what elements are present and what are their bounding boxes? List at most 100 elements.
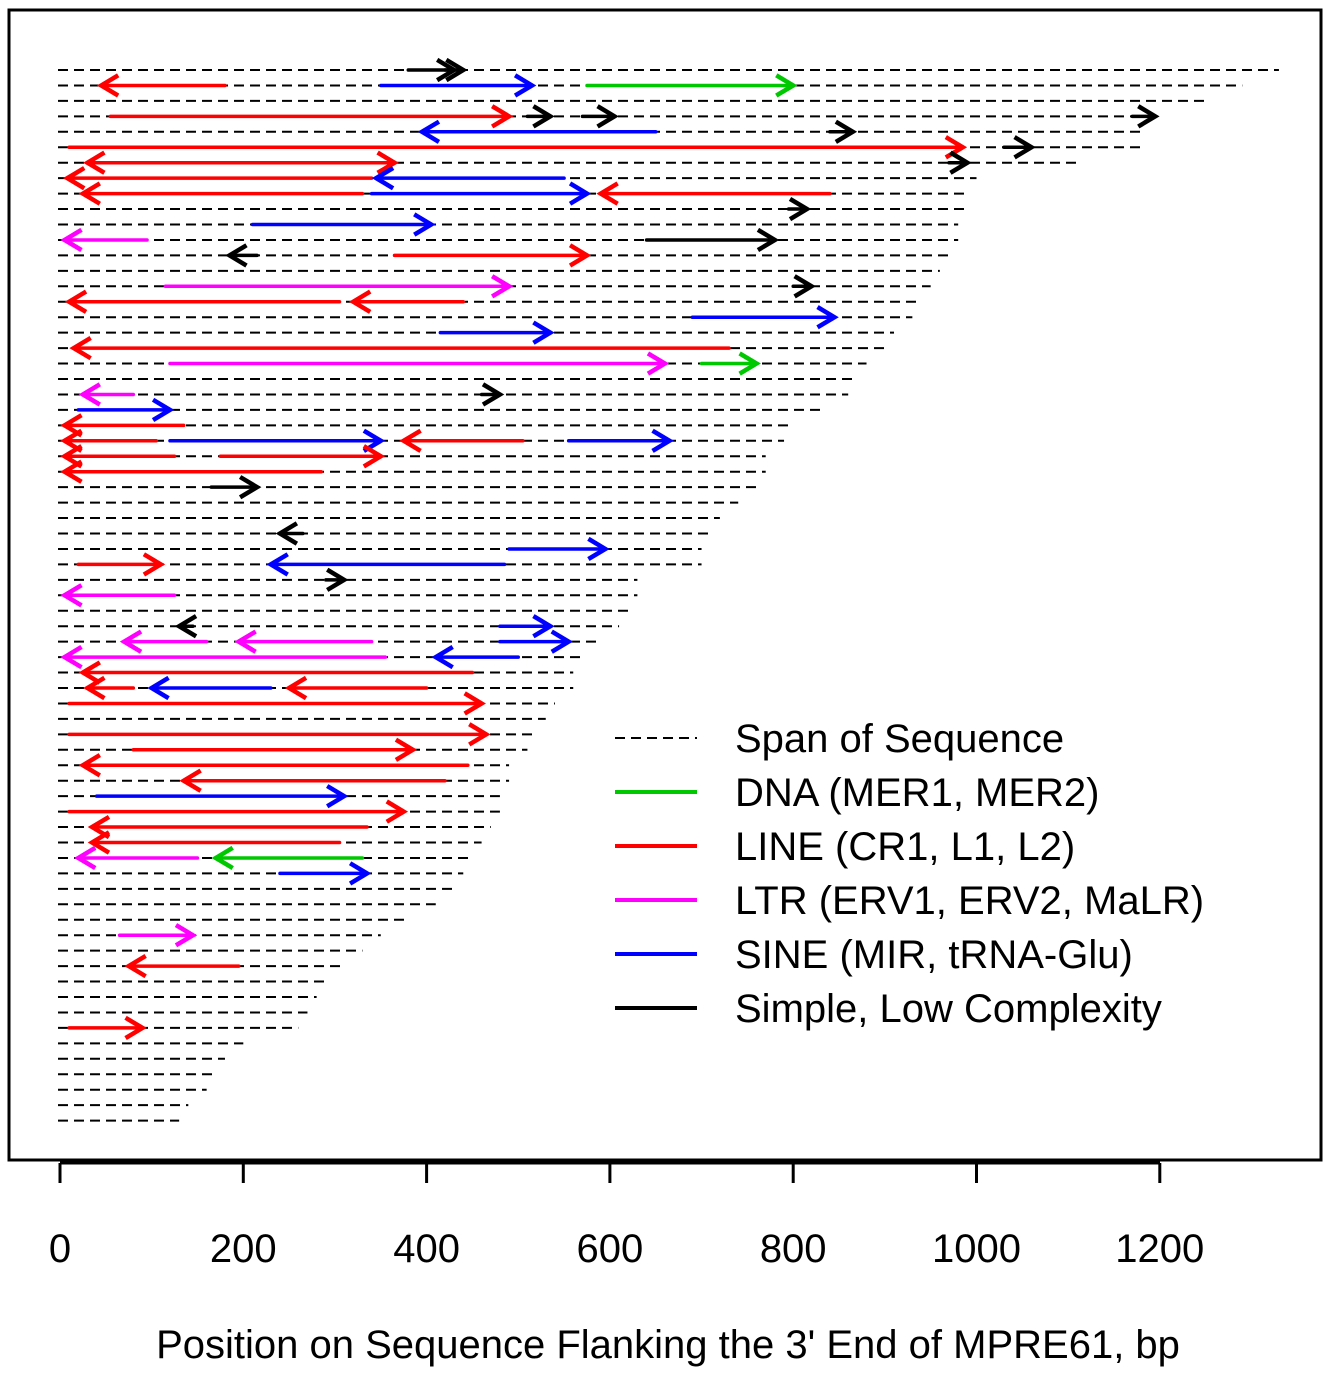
element-line-arrow (131, 737, 418, 762)
legend-label: SINE (MIR, tRNA-Glu) (735, 933, 1133, 977)
x-tick-label: 200 (210, 1227, 277, 1271)
element-sine-arrow (431, 645, 520, 670)
element-line-arrow (348, 289, 466, 314)
element-simple-arrow (479, 382, 505, 407)
element-line-arrow (67, 691, 486, 716)
element-line-arrow (67, 799, 409, 824)
element-ltr-arrow (73, 845, 200, 871)
element-line-arrow (179, 768, 447, 793)
element-line-arrow (60, 428, 158, 453)
element-sine-arrow (76, 397, 175, 422)
element-simple-arrow (791, 274, 816, 299)
element-line-arrow (108, 104, 514, 129)
element-dna-arrow (211, 845, 365, 871)
x-tick-label: 0 (49, 1227, 71, 1271)
element-simple-arrow (1130, 104, 1160, 129)
element-sine-arrow (168, 428, 386, 453)
element-simple-arrow (324, 567, 349, 592)
element-dna-arrow (585, 73, 798, 98)
element-ltr-arrow (60, 645, 388, 670)
element-line-arrow (60, 444, 177, 469)
legend-label: DNA (MER1, MER2) (735, 771, 1100, 815)
element-simple-arrow (443, 57, 468, 83)
element-ltr-arrow (168, 351, 670, 376)
element-line-arrow (78, 753, 470, 778)
element-ltr-arrow (119, 629, 209, 654)
legend-label: LTR (ERV1, ERV2, MaLR) (735, 879, 1204, 923)
element-sine-arrow (250, 212, 436, 237)
legend-item-sine: SINE (MIR, tRNA-Glu) (615, 933, 1133, 977)
element-simple-arrow (174, 614, 198, 639)
element-sine-arrow (417, 119, 658, 144)
element-simple-arrow (275, 521, 305, 546)
legend-label: LINE (CR1, L1, L2) (735, 825, 1075, 869)
element-ltr-arrow (78, 382, 136, 407)
element-simple-arrow (209, 475, 262, 500)
x-tick-label: 400 (393, 1227, 460, 1271)
legend-label: Simple, Low Complexity (735, 987, 1162, 1031)
legend: Span of Sequence DNA (MER1, MER2) LINE (CR… (615, 717, 1204, 1031)
legend-item-line: LINE (CR1, L1, L2) (615, 825, 1075, 869)
element-line-arrow (124, 954, 241, 979)
x-tick-label: 1000 (932, 1227, 1021, 1271)
element-ltr-arrow (117, 923, 198, 948)
element-line-arrow (83, 150, 328, 175)
element-line-arrow (392, 243, 592, 268)
plot-frame (7, 8, 1323, 1162)
legend-item-simple: Simple, Low Complexity (615, 987, 1162, 1031)
element-line-arrow (218, 444, 386, 469)
x-tick-label: 800 (760, 1227, 827, 1271)
element-sine-arrow (507, 536, 610, 562)
element-line-arrow (83, 675, 136, 701)
element-simple-arrow (1002, 135, 1036, 160)
element-sine-arrow (147, 675, 273, 701)
element-ltr-arrow (60, 583, 177, 608)
element-sine-arrow (690, 305, 839, 330)
element-line-arrow (76, 552, 166, 577)
element-sine-arrow (498, 614, 555, 639)
element-sine-arrow (278, 861, 372, 886)
x-axis: 0 200 400 600 800 1000 1200 (49, 1161, 1204, 1271)
element-ltr-arrow (60, 227, 149, 253)
element-line-arrow (78, 181, 365, 206)
element-sine-arrow (369, 181, 592, 206)
element-simple-arrow (947, 150, 972, 175)
element-simple-arrow (828, 119, 858, 144)
element-line-arrow (67, 1015, 147, 1040)
element-line-arrow (314, 150, 399, 175)
element-line-arrow (87, 814, 369, 840)
element-line-arrow (60, 413, 186, 438)
element-ltr-arrow (163, 274, 514, 299)
legend-item-ltr: LTR (ERV1, ERV2, MaLR) (615, 879, 1204, 923)
element-line-arrow (596, 181, 832, 206)
element-sine-arrow (379, 73, 537, 98)
element-line-arrow (64, 289, 342, 314)
x-tick-label: 1200 (1115, 1227, 1204, 1271)
element-line-arrow (87, 830, 342, 855)
element-line-arrow (399, 428, 525, 453)
element-sine-arrow (438, 320, 555, 345)
element-line-arrow (96, 73, 227, 98)
element-sine-arrow (266, 552, 507, 577)
element-sine-arrow (371, 166, 566, 191)
legend-item-span: Span of Sequence (615, 717, 1064, 761)
element-simple-arrow (644, 227, 780, 253)
element-simple-arrow (225, 243, 259, 268)
legend-item-dna: DNA (MER1, MER2) (615, 771, 1100, 815)
element-simple-arrow (786, 196, 812, 222)
element-sine-arrow (498, 629, 574, 654)
element-line-arrow (69, 336, 731, 361)
x-tick-label: 600 (577, 1227, 644, 1271)
element-line-arrow (78, 660, 475, 685)
element-line-arrow (67, 135, 968, 160)
element-line-arrow (284, 675, 429, 701)
element-sine-arrow (94, 784, 349, 809)
x-axis-label: Position on Sequence Flanking the 3' End… (156, 1323, 1180, 1367)
element-line-arrow (67, 722, 491, 747)
repeat-elements (60, 57, 1160, 1040)
element-line-arrow (62, 166, 374, 191)
element-ltr-arrow (234, 629, 374, 654)
element-dna-arrow (699, 351, 761, 376)
element-sine-arrow (566, 428, 674, 453)
